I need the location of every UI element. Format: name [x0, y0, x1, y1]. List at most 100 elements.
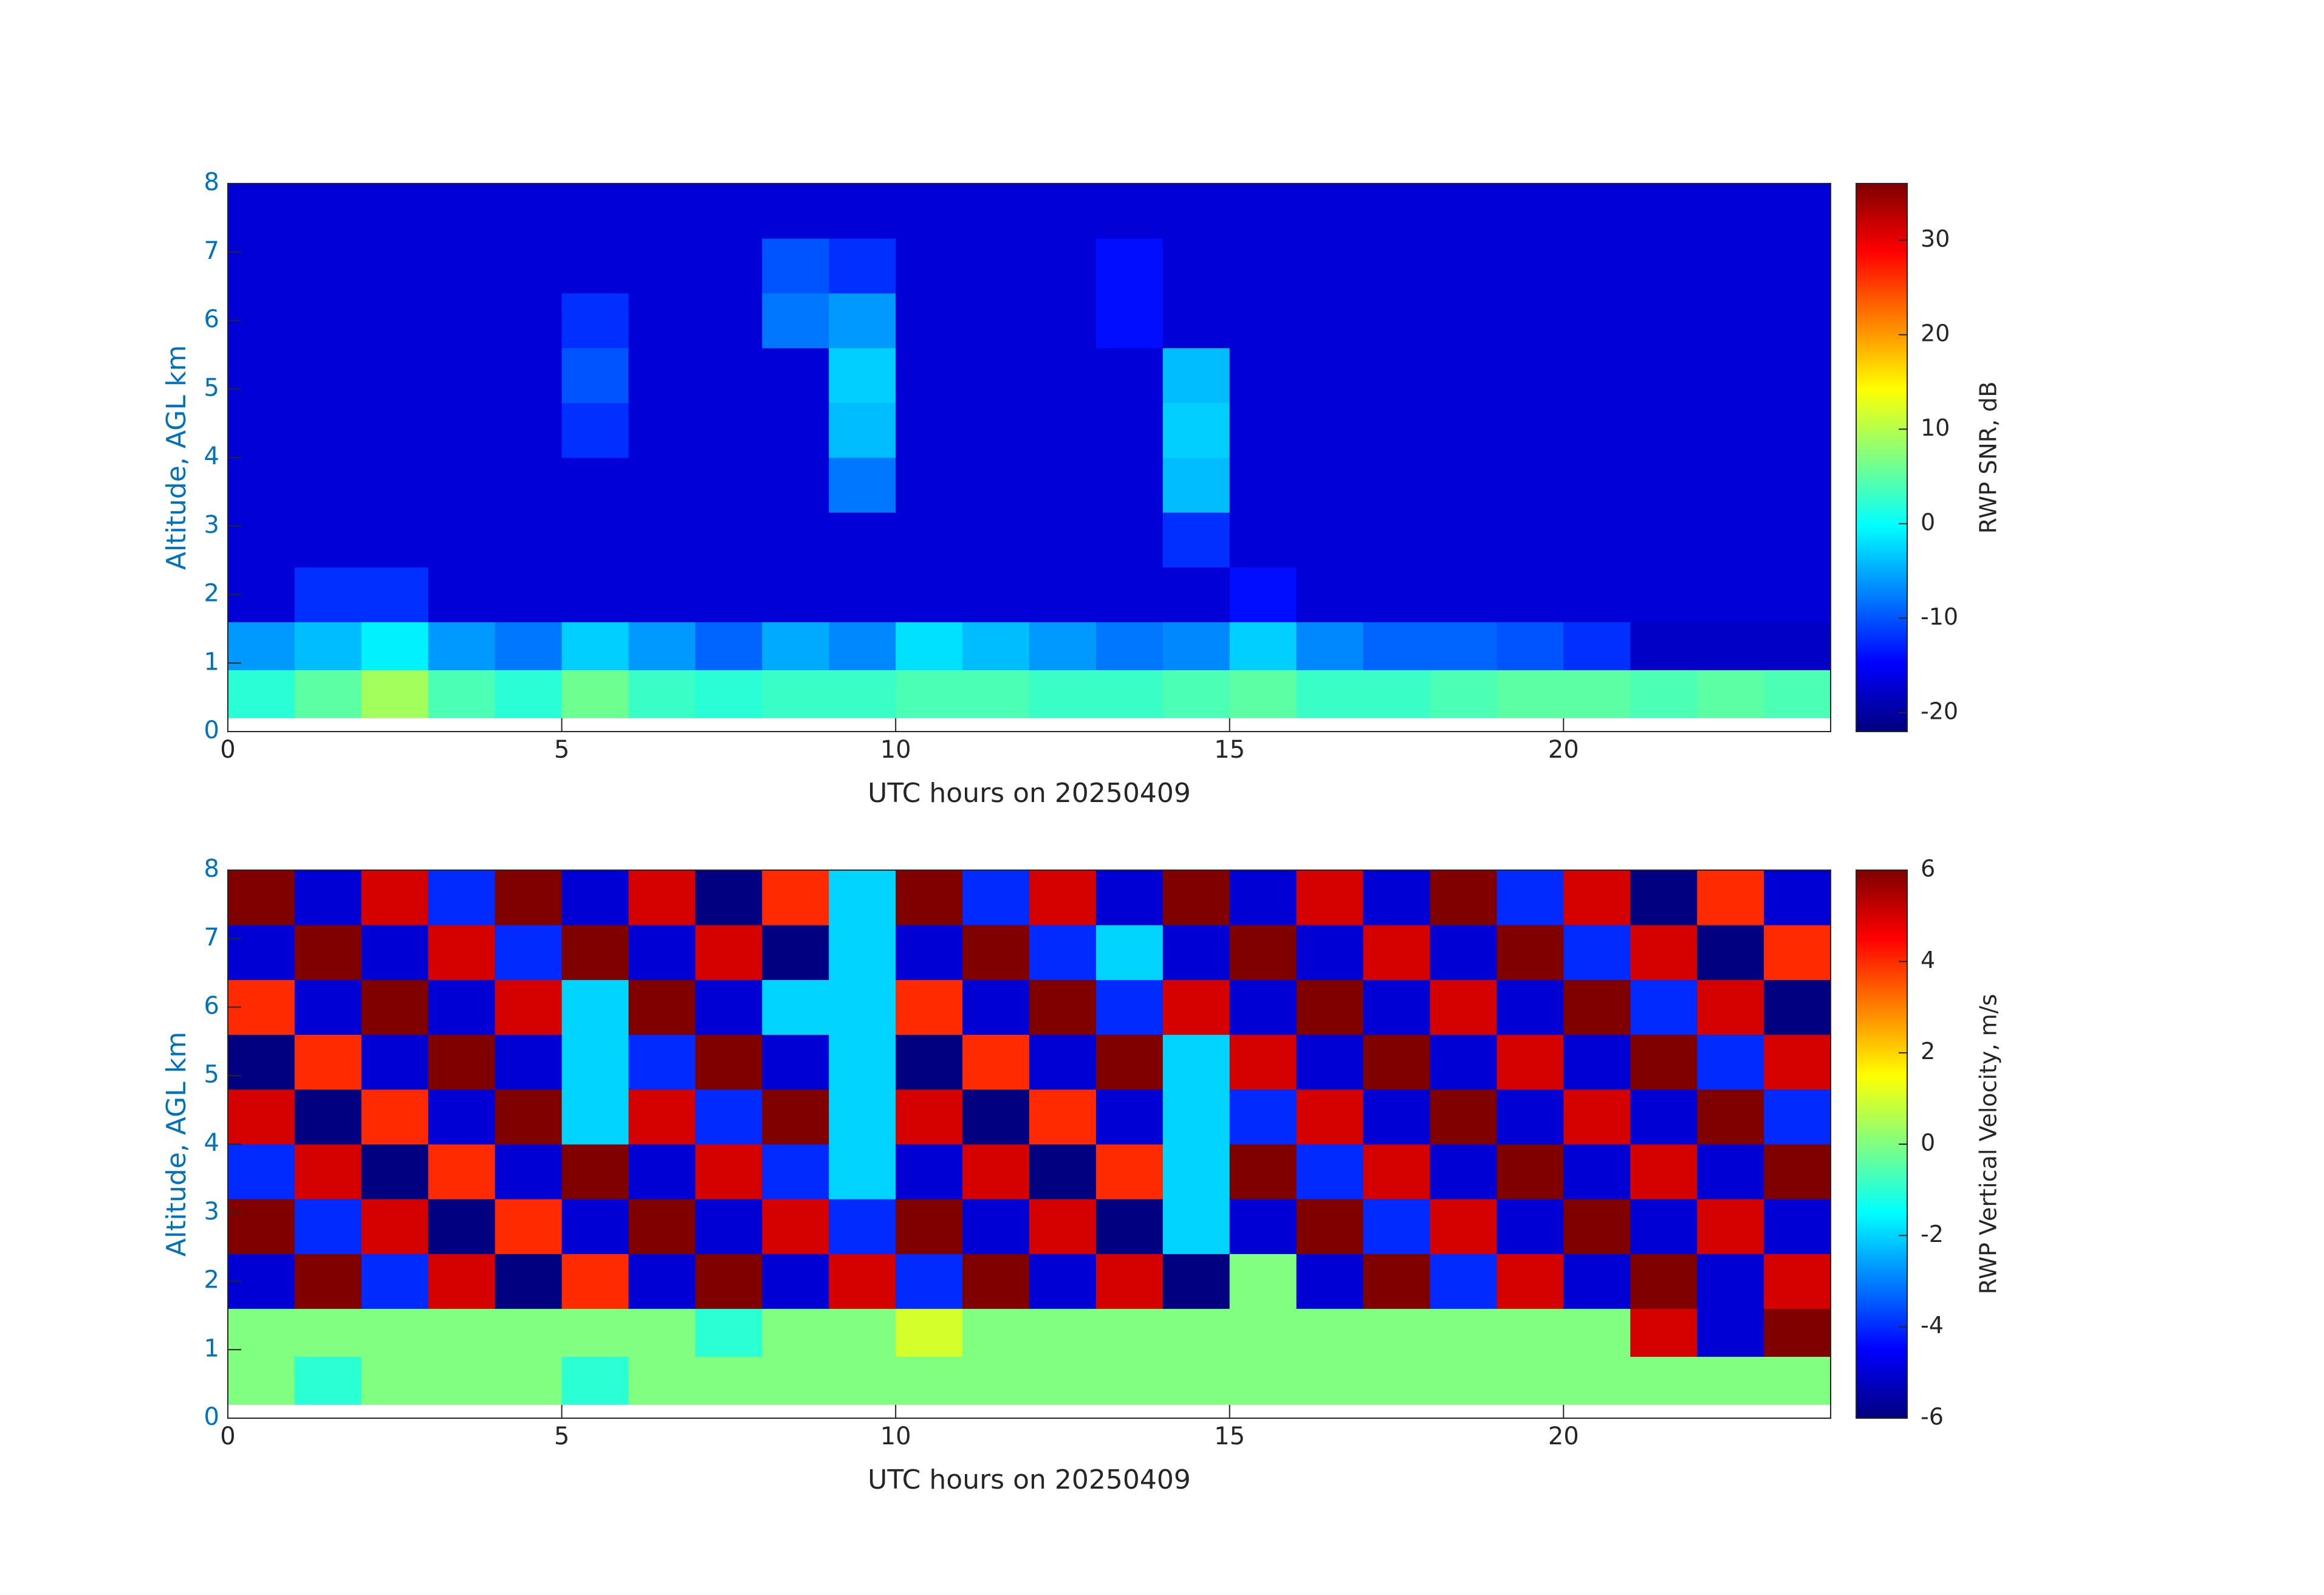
heatmap-cell — [1296, 348, 1364, 403]
heatmap-cell — [1162, 1254, 1230, 1309]
heatmap-cell — [495, 293, 563, 349]
heatmap-cell — [495, 925, 563, 980]
heatmap-cell — [228, 670, 295, 718]
heatmap-cell — [762, 1034, 829, 1090]
heatmap-cell — [695, 1199, 763, 1254]
heatmap-cell — [561, 622, 629, 671]
heatmap-cell — [762, 622, 829, 671]
heatmap-cell — [962, 567, 1030, 623]
heatmap-cell — [1697, 1308, 1764, 1357]
heatmap-cell — [829, 1089, 896, 1145]
heatmap-cell — [495, 1144, 563, 1199]
heatmap-cell — [1496, 1254, 1564, 1309]
heatmap-cell — [561, 1144, 629, 1199]
heatmap-cell — [1296, 238, 1364, 293]
heatmap-cell — [762, 1089, 829, 1145]
heatmap-cell — [294, 184, 362, 239]
heatmap-cell — [228, 1199, 295, 1254]
heatmap-cell — [361, 1308, 429, 1357]
heatmap-cell — [561, 1089, 629, 1145]
heatmap-cell — [1229, 184, 1297, 239]
heatmap-cell — [1430, 1356, 1497, 1405]
heatmap-cell — [962, 1144, 1030, 1199]
heatmap-cell — [1563, 979, 1631, 1035]
heatmap-cell — [628, 1356, 696, 1405]
heatmap-cell — [1363, 670, 1430, 718]
heatmap-cell — [762, 238, 829, 293]
heatmap-cell — [495, 238, 563, 293]
heatmap-cell — [762, 925, 829, 980]
heatmap-cell — [228, 402, 295, 458]
heatmap-cell — [1229, 1254, 1297, 1309]
heatmap-cell — [896, 567, 963, 623]
heatmap-cell — [628, 870, 696, 925]
y-tick-label: 2 — [204, 1266, 219, 1294]
heatmap-cell — [1095, 1199, 1164, 1254]
heatmap-cell — [294, 622, 362, 671]
heatmap-cell — [294, 1254, 362, 1309]
heatmap-cell — [361, 979, 429, 1035]
heatmap-cell — [428, 293, 496, 349]
heatmap-cell — [1029, 567, 1097, 623]
heatmap-cell — [1496, 567, 1564, 623]
heatmap-cell — [829, 1199, 896, 1254]
heatmap-cell — [829, 979, 896, 1035]
heatmap-cell — [1029, 1144, 1097, 1199]
heatmap-cell — [294, 567, 362, 623]
heatmap-cell — [1363, 1144, 1430, 1199]
colorbar-tick-label: -10 — [1921, 603, 1958, 630]
heatmap-cell — [1296, 293, 1364, 349]
heatmap-cell — [1229, 1089, 1297, 1145]
heatmap-cell — [1095, 1356, 1164, 1405]
heatmap-cell — [1095, 293, 1164, 349]
heatmap-cell — [1363, 1254, 1430, 1309]
y-tick-label: 8 — [204, 855, 219, 883]
heatmap-cell — [294, 1356, 362, 1405]
heatmap-cell — [1430, 925, 1497, 980]
heatmap-cell — [294, 870, 362, 925]
heatmap-cell — [294, 512, 362, 568]
heatmap-cell — [1162, 670, 1230, 718]
x-axis-label: UTC hours on 20250409 — [868, 778, 1191, 809]
heatmap-cell — [695, 1034, 763, 1090]
heatmap-cell — [1095, 1034, 1164, 1090]
heatmap-cell — [829, 870, 896, 925]
heatmap-cell — [1764, 1089, 1831, 1145]
heatmap-cell — [361, 293, 429, 349]
heatmap-cell — [1029, 184, 1097, 239]
heatmap-cell — [1563, 1144, 1631, 1199]
heatmap-cell — [962, 458, 1030, 513]
heatmap-cell — [1162, 1308, 1230, 1357]
heatmap-cell — [1496, 1356, 1564, 1405]
heatmap-cell — [695, 925, 763, 980]
heatmap-cell — [1029, 1034, 1097, 1090]
heatmap-cell — [1630, 1308, 1698, 1357]
heatmap-cell — [1363, 979, 1430, 1035]
heatmap-cell — [1095, 1089, 1164, 1145]
heatmap-cell — [1095, 458, 1164, 513]
y-tick-label: 1 — [204, 648, 219, 676]
heatmap-cell — [628, 925, 696, 980]
heatmap-cell — [1697, 1199, 1764, 1254]
heatmap-cell — [1162, 238, 1230, 293]
heatmap-cell — [1095, 348, 1164, 403]
heatmap-cell — [628, 1199, 696, 1254]
heatmap-cell — [762, 567, 829, 623]
heatmap-cell — [896, 1089, 963, 1145]
heatmap-cell — [1229, 402, 1297, 458]
heatmap-cell — [762, 458, 829, 513]
heatmap-cell — [1496, 238, 1564, 293]
heatmap-cell — [1764, 1144, 1831, 1199]
heatmap-cell — [428, 512, 496, 568]
heatmap-cell — [628, 293, 696, 349]
heatmap-cell — [228, 622, 295, 671]
heatmap-cell — [294, 458, 362, 513]
heatmap-cell — [228, 458, 295, 513]
y-tick-label: 1 — [204, 1334, 219, 1362]
heatmap-cell — [896, 670, 963, 718]
heatmap-cell — [695, 348, 763, 403]
heatmap-cell — [495, 512, 563, 568]
heatmap-cell — [428, 1254, 496, 1309]
heatmap-cell — [361, 622, 429, 671]
heatmap-cell — [896, 348, 963, 403]
